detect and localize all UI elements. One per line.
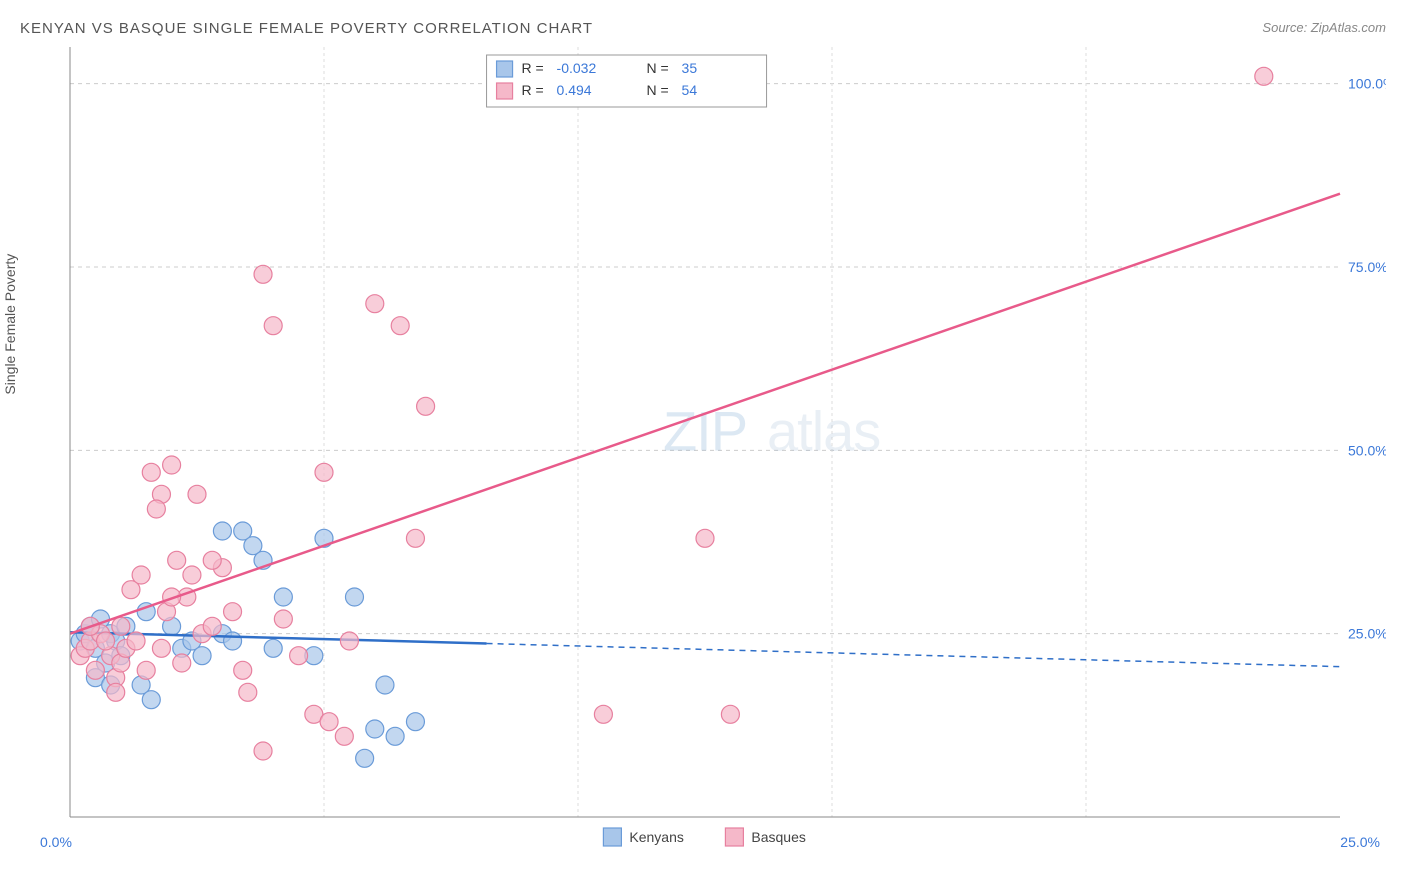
data-point: [142, 463, 160, 481]
data-point: [97, 632, 115, 650]
data-point: [417, 397, 435, 415]
y-tick-label: 50.0%: [1348, 442, 1386, 458]
data-point: [132, 566, 150, 584]
watermark: ZIP: [663, 399, 747, 462]
data-point: [127, 632, 145, 650]
bottom-legend-label: Kenyans: [629, 829, 683, 845]
data-point: [163, 456, 181, 474]
source-label: Source:: [1262, 20, 1307, 35]
legend-r-value: 0.494: [557, 82, 592, 98]
legend-r-label: R =: [522, 82, 544, 98]
bottom-legend-swatch: [725, 828, 743, 846]
data-point: [168, 551, 186, 569]
chart-title: KENYAN VS BASQUE SINGLE FEMALE POVERTY C…: [20, 20, 593, 37]
header: KENYAN VS BASQUE SINGLE FEMALE POVERTY C…: [20, 20, 1386, 37]
data-point: [137, 661, 155, 679]
data-point: [224, 632, 242, 650]
data-point: [203, 617, 221, 635]
legend-n-value: 54: [682, 82, 698, 98]
data-point: [391, 317, 409, 335]
y-tick-label: 25.0%: [1348, 626, 1386, 642]
data-point: [386, 727, 404, 745]
y-tick-label: 100.0%: [1348, 76, 1386, 92]
x-tick-label: 0.0%: [40, 834, 72, 850]
data-point: [107, 683, 125, 701]
data-point: [335, 727, 353, 745]
data-point: [254, 265, 272, 283]
chart-container: Single Female Poverty ZIPatlas25.0%50.0%…: [20, 47, 1386, 867]
data-point: [188, 485, 206, 503]
data-point: [721, 705, 739, 723]
data-point: [239, 683, 257, 701]
data-point: [264, 639, 282, 657]
data-point: [264, 317, 282, 335]
trend-line-dashed: [487, 644, 1340, 667]
data-point: [147, 500, 165, 518]
data-point: [340, 632, 358, 650]
legend-n-value: 35: [682, 60, 698, 76]
data-point: [173, 654, 191, 672]
bottom-legend-label: Basques: [751, 829, 805, 845]
data-point: [193, 647, 211, 665]
legend-r-value: -0.032: [557, 60, 597, 76]
data-point: [696, 529, 714, 547]
data-point: [406, 713, 424, 731]
data-point: [224, 603, 242, 621]
data-point: [142, 691, 160, 709]
data-point: [366, 720, 384, 738]
data-point: [86, 661, 104, 679]
scatter-chart: ZIP atlas 25.0% 50.0% 75.0% 100.0% 0.0% 25.0% R …: [20, 47, 1386, 867]
data-point: [152, 639, 170, 657]
data-point: [112, 617, 130, 635]
data-point: [203, 551, 221, 569]
legend-n-label: N =: [647, 60, 669, 76]
trend-line: [70, 194, 1340, 634]
legend-n-label: N =: [647, 82, 669, 98]
data-point: [183, 566, 201, 584]
x-tick-label: 25.0%: [1340, 834, 1380, 850]
data-point: [366, 295, 384, 313]
data-point: [320, 713, 338, 731]
y-tick-label: 75.0%: [1348, 259, 1386, 275]
source-name: ZipAtlas.com: [1311, 20, 1386, 35]
data-point: [290, 647, 308, 665]
data-point: [1255, 67, 1273, 85]
data-point: [406, 529, 424, 547]
data-point: [213, 522, 231, 540]
data-point: [254, 742, 272, 760]
legend-swatch: [497, 61, 513, 77]
data-point: [356, 749, 374, 767]
data-point: [274, 610, 292, 628]
source-credit: Source: ZipAtlas.com: [1262, 20, 1386, 35]
data-point: [345, 588, 363, 606]
data-point: [594, 705, 612, 723]
data-point: [274, 588, 292, 606]
legend-swatch: [497, 83, 513, 99]
legend-r-label: R =: [522, 60, 544, 76]
data-point: [376, 676, 394, 694]
bottom-legend-swatch: [603, 828, 621, 846]
data-point: [234, 661, 252, 679]
data-point: [315, 463, 333, 481]
watermark: atlas: [767, 399, 880, 462]
y-axis-label: Single Female Poverty: [2, 254, 18, 395]
